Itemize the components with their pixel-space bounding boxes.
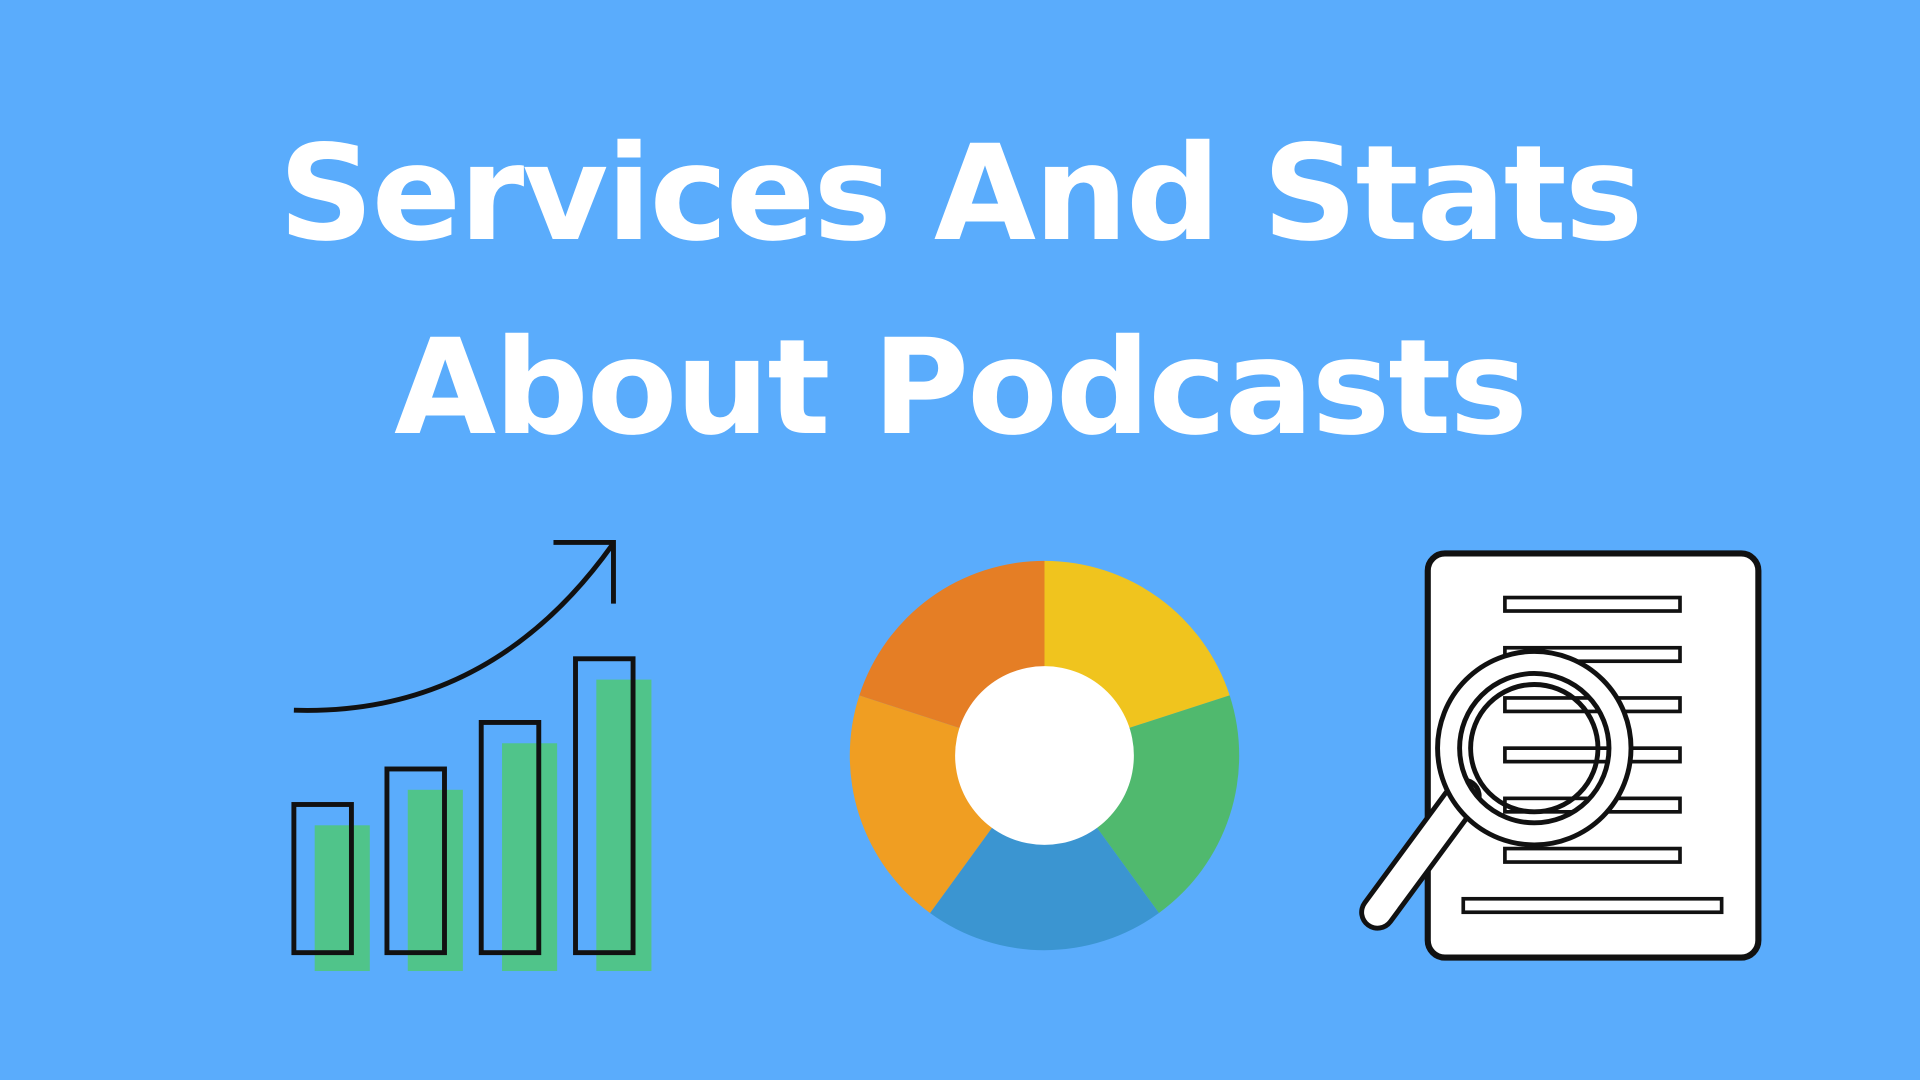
magnifier-lens: [1468, 682, 1601, 815]
bar-outline: [291, 802, 354, 956]
growth-curve: [293, 543, 615, 713]
magnifier-ring-inner: [1440, 653, 1629, 843]
document-line: [1503, 595, 1682, 613]
bar-chart-growth-icon: [291, 540, 652, 972]
bar-fill: [596, 679, 652, 972]
document-line: [1461, 896, 1724, 915]
magnifier-handle: [1364, 782, 1477, 926]
bar-fill: [407, 789, 463, 972]
bar-fill: [502, 743, 558, 972]
donut-segment: [930, 755, 1159, 951]
document-line: [1503, 846, 1682, 864]
arrow-head: [553, 540, 616, 604]
document-magnifier-icon: [1359, 550, 1762, 961]
document-line: [1503, 746, 1682, 764]
bar-outline: [384, 766, 447, 956]
bar-fill: [314, 825, 370, 972]
bar-outline: [478, 720, 542, 956]
title-line-1: Services And Stats: [278, 117, 1644, 271]
donut-chart-icon: [849, 560, 1240, 951]
title-line-2: About Podcasts: [394, 311, 1528, 465]
donut-center: [955, 666, 1134, 845]
bar-outline: [573, 656, 636, 956]
